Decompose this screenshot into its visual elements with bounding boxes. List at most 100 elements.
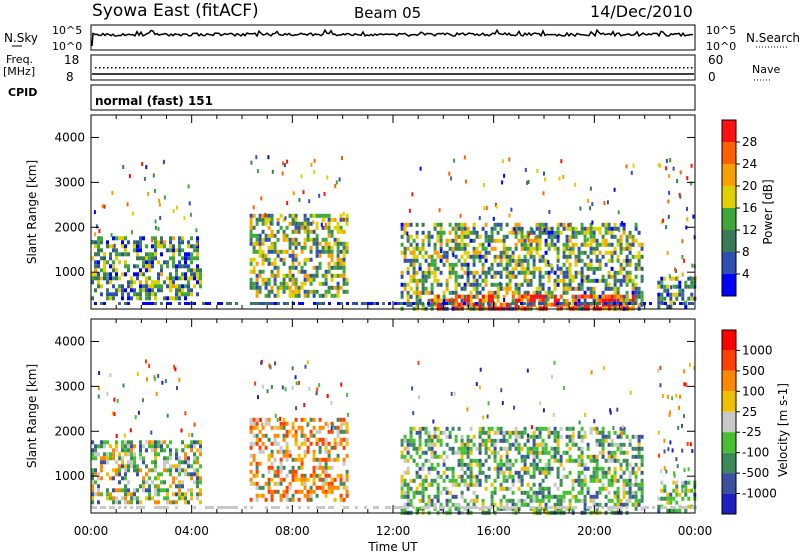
echo-cell [459, 213, 462, 218]
echo-cell [484, 486, 488, 491]
echo-cell [631, 302, 634, 305]
echo-cell [98, 229, 101, 233]
echo-cell [160, 264, 163, 269]
echo-cell [532, 266, 536, 271]
echo-cell [339, 481, 343, 486]
echo-cell [607, 286, 611, 291]
echo-cell [445, 302, 448, 305]
echo-cell [328, 302, 331, 305]
echo-cell [670, 506, 673, 509]
echo-cell [598, 430, 602, 435]
echo-cell [454, 478, 458, 483]
echo-cell [187, 256, 190, 261]
echo-cell [97, 488, 100, 493]
echo-cell [511, 250, 515, 255]
echo-cell [604, 286, 608, 291]
echo-cell [457, 234, 461, 239]
echo-cell [502, 234, 506, 239]
echo-cell [559, 278, 563, 283]
echo-cell [141, 398, 144, 403]
echo-cell [282, 477, 286, 482]
echo-cell [190, 268, 193, 273]
echo-cell [342, 445, 346, 450]
echo-cell [466, 294, 470, 299]
echo-cell [252, 213, 256, 218]
echo-cell [300, 461, 304, 466]
echo-cell [327, 473, 331, 478]
echo-cell [640, 478, 644, 483]
echo-cell [541, 258, 545, 263]
echo-cell [121, 496, 124, 501]
power-ylabel: Slant Range [km] [25, 160, 39, 264]
echo-cell [460, 298, 464, 303]
echo-cell [154, 236, 157, 241]
echo-cell [589, 286, 593, 291]
echo-cell [330, 273, 334, 278]
nave-dot [507, 67, 509, 69]
echo-cell [613, 474, 617, 479]
echo-cell [418, 434, 422, 439]
echo-cell [294, 265, 298, 270]
echo-cell [297, 289, 301, 294]
echo-cell [127, 480, 130, 485]
echo-cell [324, 493, 328, 498]
echo-cell [133, 280, 136, 285]
echo-cell [690, 181, 693, 186]
echo-cell [538, 470, 542, 475]
echo-cell [415, 450, 419, 455]
echo-cell [574, 494, 578, 499]
echo-cell [252, 205, 255, 210]
echo-cell [508, 282, 512, 287]
echo-cell [355, 506, 358, 509]
echo-cell [625, 246, 629, 251]
echo-cell [478, 426, 482, 431]
echo-cell [532, 438, 536, 443]
echo-cell [312, 289, 316, 294]
echo-cell [520, 478, 524, 483]
echo-cell [109, 264, 112, 269]
echo-cell [261, 217, 265, 222]
echo-cell [336, 433, 340, 438]
echo-cell [490, 230, 494, 235]
echo-cell [312, 265, 316, 270]
echo-cell [547, 490, 551, 495]
echo-cell [339, 493, 343, 498]
echo-cell [565, 474, 569, 479]
nave-dot [311, 67, 313, 69]
echo-cell [631, 290, 635, 295]
echo-cell [610, 454, 614, 459]
echo-cell [490, 426, 494, 431]
echo-cell [321, 273, 325, 278]
echo-cell [166, 492, 169, 497]
echo-cell [565, 506, 568, 509]
echo-cell [466, 274, 470, 279]
echo-cell [292, 302, 295, 305]
echo-cell [327, 429, 331, 434]
echo-cell [466, 486, 470, 491]
echo-cell [418, 250, 422, 255]
echo-cell [526, 298, 530, 303]
echo-cell [330, 445, 334, 450]
echo-cell [526, 454, 530, 459]
echo-cell [591, 202, 594, 207]
echo-cell [439, 430, 443, 435]
echo-cell [580, 250, 584, 255]
echo-cell [118, 506, 121, 509]
echo-cell [249, 421, 253, 426]
echo-cell [535, 462, 539, 467]
echo-cell [574, 270, 578, 275]
echo-cell [631, 282, 635, 287]
echo-cell [559, 498, 563, 503]
echo-cell [451, 226, 455, 231]
echo-cell [472, 270, 476, 275]
echo-cell [640, 446, 644, 451]
colorbar-tick-label: 12 [742, 223, 757, 237]
echo-cell [190, 252, 193, 257]
echo-cell [466, 302, 470, 307]
echo-cell [388, 302, 391, 305]
echo-cell [532, 462, 536, 467]
echo-cell [315, 493, 319, 498]
echo-cell [508, 286, 512, 291]
echo-cell [157, 500, 160, 505]
nave-dot [483, 67, 485, 69]
